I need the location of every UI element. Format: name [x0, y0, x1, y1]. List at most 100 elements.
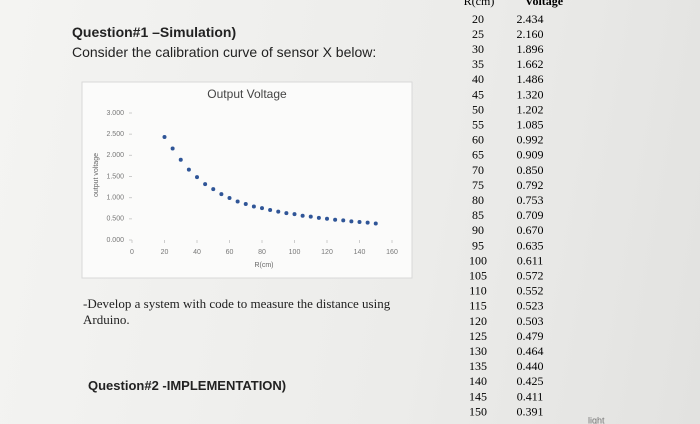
table-cell: 2.434 — [517, 12, 544, 26]
table-cell: 0.425 — [517, 374, 544, 388]
table-cell: 1.662 — [517, 57, 544, 71]
data-point — [211, 187, 216, 192]
data-point — [284, 211, 289, 216]
table-cell: 150 — [469, 404, 487, 418]
table-cell: 55 — [472, 117, 484, 131]
data-point — [333, 217, 338, 222]
table-cell: 0.572 — [517, 268, 544, 282]
data-point — [235, 199, 240, 204]
data-point — [292, 212, 297, 217]
table-cell: 0.552 — [517, 284, 544, 298]
data-point — [268, 207, 273, 212]
table-header: Voltage — [525, 0, 564, 8]
data-point — [186, 167, 191, 172]
x-tick-label: 120 — [321, 249, 333, 256]
x-axis-label: R(cm) — [254, 262, 273, 269]
table-cell: 30 — [472, 42, 484, 56]
data-point — [316, 215, 321, 220]
table-cell: 105 — [469, 268, 487, 282]
table-cell: 40 — [472, 72, 484, 86]
table-cell: 70 — [472, 163, 484, 177]
x-tick-label: 40 — [193, 249, 201, 256]
data-point — [300, 213, 305, 218]
table-cell: 1.320 — [517, 87, 544, 101]
table-cell: 65 — [472, 148, 484, 162]
table-cell: 85 — [472, 208, 484, 222]
data-point — [373, 221, 378, 226]
table-cell: 0.523 — [517, 299, 544, 313]
x-tick-label: 140 — [354, 249, 366, 256]
data-point — [341, 218, 346, 223]
data-point — [162, 134, 167, 139]
table-cell: 0.464 — [517, 344, 544, 358]
table-cell: 0.909 — [517, 148, 544, 162]
data-point — [276, 209, 281, 214]
data-point — [260, 206, 264, 211]
data-point — [251, 204, 256, 209]
chart-title: Output Voltage — [207, 87, 287, 101]
y-tick-label: 2.500 — [106, 131, 124, 138]
x-tick-label: 80 — [258, 249, 266, 256]
x-tick-label: 0 — [130, 249, 134, 256]
table-cell: 0.440 — [517, 359, 544, 373]
y-tick-label: 1.000 — [106, 195, 124, 202]
table-cell: 130 — [469, 344, 487, 358]
table-cell: 0.670 — [517, 223, 544, 237]
table-cell: 2.160 — [517, 27, 544, 41]
table-cell: 1.085 — [517, 117, 544, 131]
x-tick-label: 20 — [161, 249, 169, 256]
table-cell: 125 — [469, 329, 487, 343]
y-axis-label: output voltage — [93, 153, 100, 197]
table-cell: 115 — [469, 299, 487, 313]
question2-title: Question#2 -IMPLEMENTATION) — [88, 378, 287, 393]
table-cell: 25 — [472, 27, 484, 41]
table-cell: 1.896 — [517, 42, 544, 56]
chart-frame — [81, 81, 413, 279]
y-tick-label: 1.500 — [106, 173, 124, 180]
table-cell: 0.709 — [517, 208, 544, 222]
table-cell: 0.611 — [517, 253, 544, 267]
x-tick-label: 60 — [226, 249, 234, 256]
y-tick-label: 2.000 — [106, 152, 124, 159]
table-cell: 45 — [472, 87, 484, 101]
table-cell: 0.792 — [517, 178, 544, 192]
table-cell: 1.202 — [517, 102, 544, 116]
table-cell: 20 — [472, 12, 484, 26]
table-cell: 100 — [469, 253, 487, 267]
data-point — [365, 220, 370, 225]
x-tick-label: 100 — [289, 249, 301, 256]
table-cell: 0.479 — [517, 329, 544, 343]
x-tick-label: 160 — [386, 249, 398, 256]
data-point — [357, 220, 362, 225]
table-cell: 0.992 — [517, 133, 544, 147]
table-cell: 140 — [469, 374, 487, 388]
table-cell: 0.411 — [517, 389, 544, 403]
table-cell: 0.635 — [517, 238, 544, 252]
table-cell: 35 — [472, 57, 484, 71]
table-cell: 95 — [472, 238, 484, 252]
task-text: -Develop a system with code to measure t… — [83, 296, 391, 327]
table-cell: 50 — [472, 102, 484, 116]
table-cell: 0.391 — [517, 404, 544, 418]
corner-text: light — [588, 415, 605, 424]
table-cell: 145 — [469, 389, 487, 403]
table-cell: 75 — [472, 178, 484, 192]
y-tick-label: 3.000 — [106, 110, 124, 117]
table-cell: 0.753 — [517, 193, 544, 207]
table-cell: 80 — [472, 193, 484, 207]
data-point — [178, 157, 183, 162]
data-point — [308, 214, 313, 219]
table-cell: 135 — [469, 359, 487, 373]
data-point — [325, 216, 329, 221]
data-point — [349, 219, 354, 224]
data-point — [203, 182, 208, 187]
table-cell: 0.503 — [517, 314, 544, 328]
data-point — [243, 202, 248, 207]
question-title: Question#1 –Simulation) — [72, 24, 237, 40]
data-point — [219, 192, 224, 197]
table-header: R(cm) — [464, 0, 495, 8]
data-point — [227, 196, 232, 201]
y-tick-label: 0.000 — [106, 237, 124, 244]
